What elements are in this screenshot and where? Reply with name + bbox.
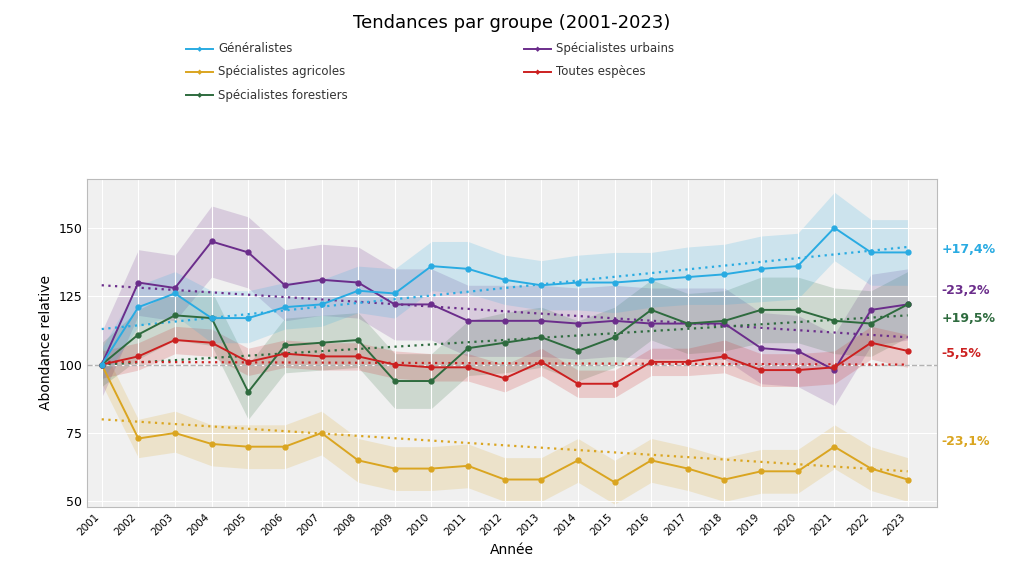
Text: -23,1%: -23,1%: [941, 435, 990, 448]
Text: +17,4%: +17,4%: [941, 243, 995, 256]
Text: -23,2%: -23,2%: [941, 284, 990, 297]
Text: +19,5%: +19,5%: [941, 312, 995, 325]
Text: ◆: ◆: [197, 92, 203, 98]
Text: Toutes espèces: Toutes espèces: [556, 66, 646, 78]
Y-axis label: Abondance relative: Abondance relative: [39, 275, 53, 410]
Text: ◆: ◆: [535, 46, 541, 52]
Text: ◆: ◆: [197, 69, 203, 75]
Text: ◆: ◆: [197, 46, 203, 52]
Text: -5,5%: -5,5%: [941, 347, 981, 360]
Text: Généralistes: Généralistes: [218, 43, 293, 55]
X-axis label: Année: Année: [490, 543, 534, 557]
Text: Spécialistes forestiers: Spécialistes forestiers: [218, 89, 348, 101]
Text: Spécialistes urbains: Spécialistes urbains: [556, 43, 674, 55]
Text: ◆: ◆: [535, 69, 541, 75]
Text: Tendances par groupe (2001-2023): Tendances par groupe (2001-2023): [353, 14, 671, 32]
Text: Spécialistes agricoles: Spécialistes agricoles: [218, 66, 345, 78]
